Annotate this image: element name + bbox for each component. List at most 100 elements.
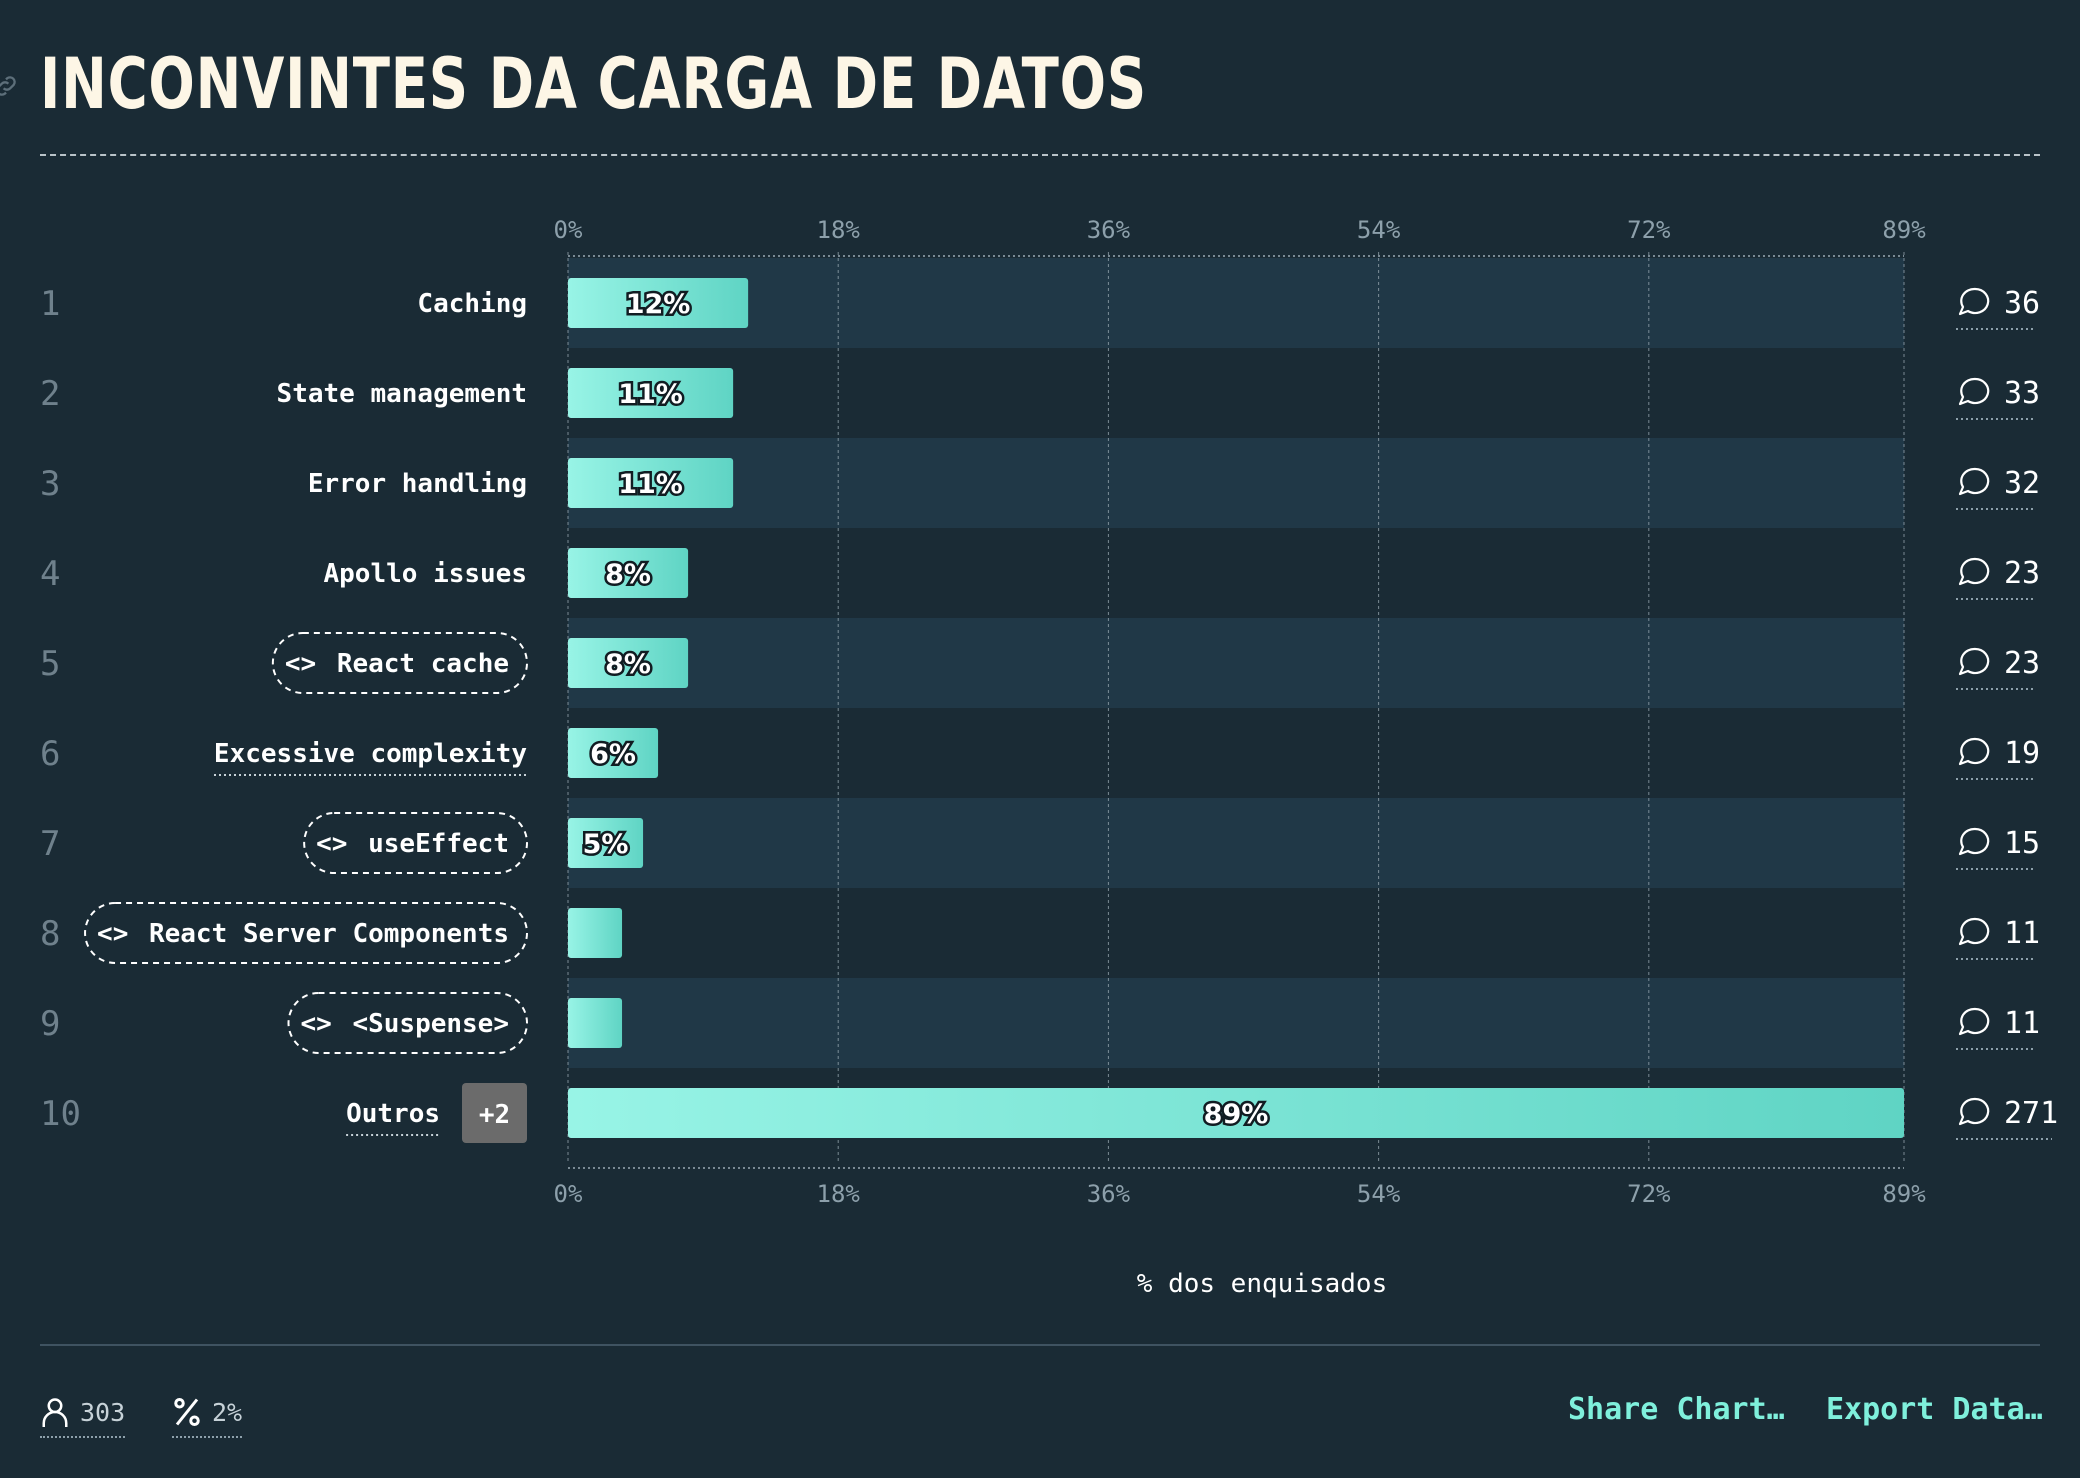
comment-icon[interactable]	[1958, 917, 1990, 946]
bar-row: 10 +2 Outros 89% 271	[40, 1083, 2058, 1143]
x-tick-label-bottom: 89%	[1882, 1180, 1926, 1208]
row-band	[568, 258, 1904, 348]
bar-row: 9 <> <Suspense> 11	[40, 992, 2040, 1054]
bar-value-label: 11%	[618, 469, 683, 500]
bar-value-label: 12%	[626, 289, 691, 320]
row-band	[568, 798, 1904, 888]
x-tick-label-bottom: 54%	[1357, 1180, 1401, 1208]
percentage-stat[interactable]: 2%	[172, 1390, 243, 1438]
comment-count[interactable]: 11	[2004, 1006, 2040, 1041]
comment-icon[interactable]	[1958, 467, 1990, 496]
comment-count[interactable]: 271	[2004, 1096, 2058, 1131]
bar-row: 8 <> React Server Components 11	[40, 902, 2040, 964]
x-tick-label-bottom: 72%	[1627, 1180, 1671, 1208]
bar-value-label: 6%	[590, 739, 636, 770]
row-label: React cache	[337, 649, 509, 679]
bar-row: 3 Error handling 11% 32	[40, 458, 2040, 510]
comment-count[interactable]: 23	[2004, 646, 2040, 681]
rank-number: 7	[40, 824, 60, 864]
code-tag-pill	[84, 902, 529, 964]
x-tick-label-top: 18%	[817, 216, 861, 244]
link-icon[interactable]	[0, 72, 20, 100]
row-band	[568, 978, 1904, 1068]
x-tick-label-top: 54%	[1357, 216, 1401, 244]
x-tick-label-top: 36%	[1087, 216, 1131, 244]
percentage-value: 2%	[212, 1397, 243, 1427]
code-tag-pill	[271, 632, 528, 694]
rank-number: 8	[40, 914, 60, 954]
rank-number: 5	[40, 644, 60, 684]
code-tag-pill	[287, 992, 528, 1054]
bar	[568, 458, 734, 508]
title-divider	[40, 154, 2040, 156]
bar-row: 4 Apollo issues 8% 23	[40, 548, 2040, 600]
rank-number: 9	[40, 1004, 60, 1044]
respondents-stat[interactable]: 303	[40, 1390, 126, 1438]
rank-number: 3	[40, 464, 60, 504]
comment-icon[interactable]	[1958, 377, 1990, 406]
row-label: Excessive complexity	[214, 739, 527, 769]
more-badge	[462, 1083, 527, 1143]
percent-icon	[174, 1398, 200, 1426]
row-label: React Server Components	[149, 919, 509, 949]
share-chart-button[interactable]: Share Chart…	[1568, 1392, 1785, 1427]
row-label: <Suspense>	[352, 1009, 509, 1039]
comment-icon[interactable]	[1958, 287, 1990, 316]
comment-count[interactable]: 32	[2004, 466, 2040, 501]
comment-count[interactable]: 11	[2004, 916, 2040, 951]
bar	[568, 728, 659, 778]
code-icon: <>	[285, 649, 316, 679]
comment-count[interactable]: 23	[2004, 556, 2040, 591]
rank-number: 10	[40, 1094, 81, 1134]
row-label: Caching	[417, 289, 527, 319]
bar	[568, 1088, 1904, 1138]
row-label: useEffect	[368, 829, 509, 859]
comment-icon[interactable]	[1958, 1007, 1990, 1036]
bar	[568, 278, 749, 328]
x-tick-label-bottom: 36%	[1087, 1180, 1131, 1208]
comment-count[interactable]: 36	[2004, 286, 2040, 321]
bar	[568, 998, 623, 1048]
row-band	[568, 438, 1904, 528]
code-icon: <>	[97, 919, 128, 949]
row-label: Outros	[346, 1099, 440, 1129]
bar-value-label: 8%	[605, 559, 651, 590]
row-label: State management	[277, 379, 527, 409]
comment-icon[interactable]	[1958, 827, 1990, 856]
export-data-button[interactable]: Export Data…	[1826, 1392, 2043, 1427]
rank-number: 4	[40, 554, 60, 594]
footer-divider	[40, 1344, 2040, 1346]
row-band	[568, 618, 1904, 708]
bar	[568, 638, 689, 688]
rank-number: 6	[40, 734, 60, 774]
comment-icon[interactable]	[1958, 647, 1990, 676]
x-tick-label-bottom: 0%	[554, 1180, 583, 1208]
rank-number: 2	[40, 374, 60, 414]
comment-icon[interactable]	[1958, 557, 1990, 586]
rank-number: 1	[40, 284, 60, 324]
bar	[568, 368, 734, 418]
row-label: Apollo issues	[324, 559, 528, 589]
respondents-count: 303	[80, 1397, 126, 1427]
more-badge-label: +2	[479, 1100, 510, 1130]
comment-icon[interactable]	[1958, 1097, 1990, 1126]
x-tick-label-top: 0%	[554, 216, 583, 244]
comment-icon[interactable]	[1958, 737, 1990, 766]
bar-value-label: 5%	[583, 829, 629, 860]
bar-row: 1 Caching 12% 36	[40, 278, 2040, 330]
comment-count[interactable]: 19	[2004, 736, 2040, 771]
code-icon: <>	[301, 1009, 332, 1039]
x-axis-label: % dos enquisados	[1137, 1269, 1387, 1299]
code-tag-pill	[303, 812, 528, 874]
comment-count[interactable]: 15	[2004, 826, 2040, 861]
bar-value-label: 11%	[618, 379, 683, 410]
comment-count[interactable]: 33	[2004, 376, 2040, 411]
x-tick-label-top: 89%	[1882, 216, 1926, 244]
bar-row: 5 <> React cache 8% 23	[40, 632, 2040, 694]
bar	[568, 548, 689, 598]
bar	[568, 908, 623, 958]
row-label: Error handling	[308, 469, 527, 499]
bar	[568, 818, 644, 868]
code-icon: <>	[316, 829, 347, 859]
